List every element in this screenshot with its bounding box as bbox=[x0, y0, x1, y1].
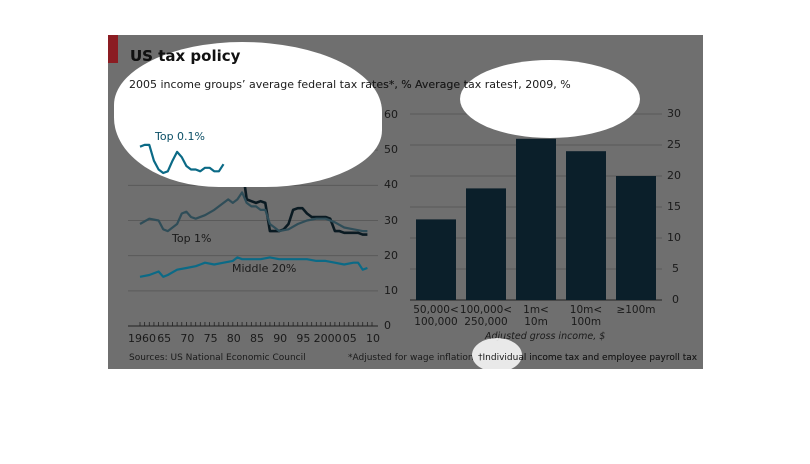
left-y-tick-label: 20 bbox=[384, 248, 398, 262]
left-x-tick-label: 70 bbox=[180, 332, 195, 345]
right-y-tick-label: 20 bbox=[667, 169, 681, 182]
highlight-blob-right bbox=[460, 60, 640, 138]
bar bbox=[416, 219, 456, 300]
series-label-top01-overlay: Top 0.1% bbox=[155, 130, 206, 143]
right-y-tick-label: 30 bbox=[667, 107, 681, 120]
left-x-tick-label: 05 bbox=[342, 332, 357, 345]
left-x-tick-label: 95 bbox=[296, 332, 311, 345]
bar bbox=[516, 138, 556, 300]
series-line-top-0-1- bbox=[139, 143, 225, 175]
category-label: ≥100m bbox=[616, 304, 656, 316]
bar bbox=[566, 151, 606, 300]
left-x-tick-label: 1960 bbox=[128, 332, 156, 345]
left-x-tick-label: 75 bbox=[203, 332, 218, 345]
category-label: 50,000< 100,000 bbox=[413, 304, 459, 328]
series-line-top-1- bbox=[139, 191, 368, 233]
right-y-tick-label: 10 bbox=[667, 231, 681, 244]
left-x-tick-label: 85 bbox=[250, 332, 264, 345]
right-y-tick-label: 25 bbox=[667, 138, 681, 151]
series-line-middle-20- bbox=[139, 256, 368, 278]
left-y-tick-label: 60 bbox=[384, 108, 398, 121]
right-bars bbox=[416, 138, 656, 300]
left-x-tick-label: 90 bbox=[273, 332, 288, 345]
footnote-tax-types: †Individual income tax and employee payr… bbox=[478, 353, 698, 363]
category-label: 10m< 100m bbox=[569, 304, 603, 328]
series-label-middle20: Middle 20% bbox=[232, 262, 297, 275]
right-chart-subtitle-overlay: Average tax rates†, 2009, % bbox=[415, 78, 571, 91]
left-y-tick-label: 30 bbox=[384, 213, 398, 227]
category-label: 1m< 10m bbox=[523, 304, 549, 328]
left-chart-subtitle-overlay: 2005 income groups’ average federal tax … bbox=[129, 78, 412, 91]
right-y-tick-label: 5 bbox=[672, 262, 679, 275]
right-x-axis-label: Adjusted gross income, $ bbox=[485, 331, 606, 342]
brand-tag bbox=[108, 35, 118, 63]
footnote-tax-types-overlay: †Individual income tax and employee payr… bbox=[478, 353, 698, 363]
chart-title-overlay: US tax policy bbox=[130, 47, 241, 65]
category-label: 100,000< 250,000 bbox=[459, 304, 513, 328]
left-x-tick-label: 10 bbox=[366, 332, 380, 345]
left-y-tick-label: 40 bbox=[384, 178, 398, 192]
right-y-tick-label: 15 bbox=[667, 200, 681, 213]
left-x-tick-label: 65 bbox=[157, 332, 172, 345]
footnote-adjusted: *Adjusted for wage inflation bbox=[348, 353, 474, 363]
series-label-top1: Top 1% bbox=[172, 232, 212, 245]
left-x-tick-label: 80 bbox=[226, 332, 241, 345]
left-y-tick-label: 50 bbox=[384, 143, 398, 157]
bar bbox=[616, 176, 656, 300]
source-note: Sources: US National Economic Council bbox=[129, 353, 306, 363]
highlight-blob-footnote bbox=[472, 338, 522, 372]
highlight-blob-left bbox=[114, 42, 382, 187]
left-y-tick-label: 0 bbox=[384, 319, 391, 332]
bar bbox=[466, 188, 506, 300]
right-y-tick-label: 0 bbox=[672, 293, 679, 306]
left-x-tick-label: 2000 bbox=[313, 332, 342, 345]
left-y-tick-label: 10 bbox=[384, 283, 398, 297]
